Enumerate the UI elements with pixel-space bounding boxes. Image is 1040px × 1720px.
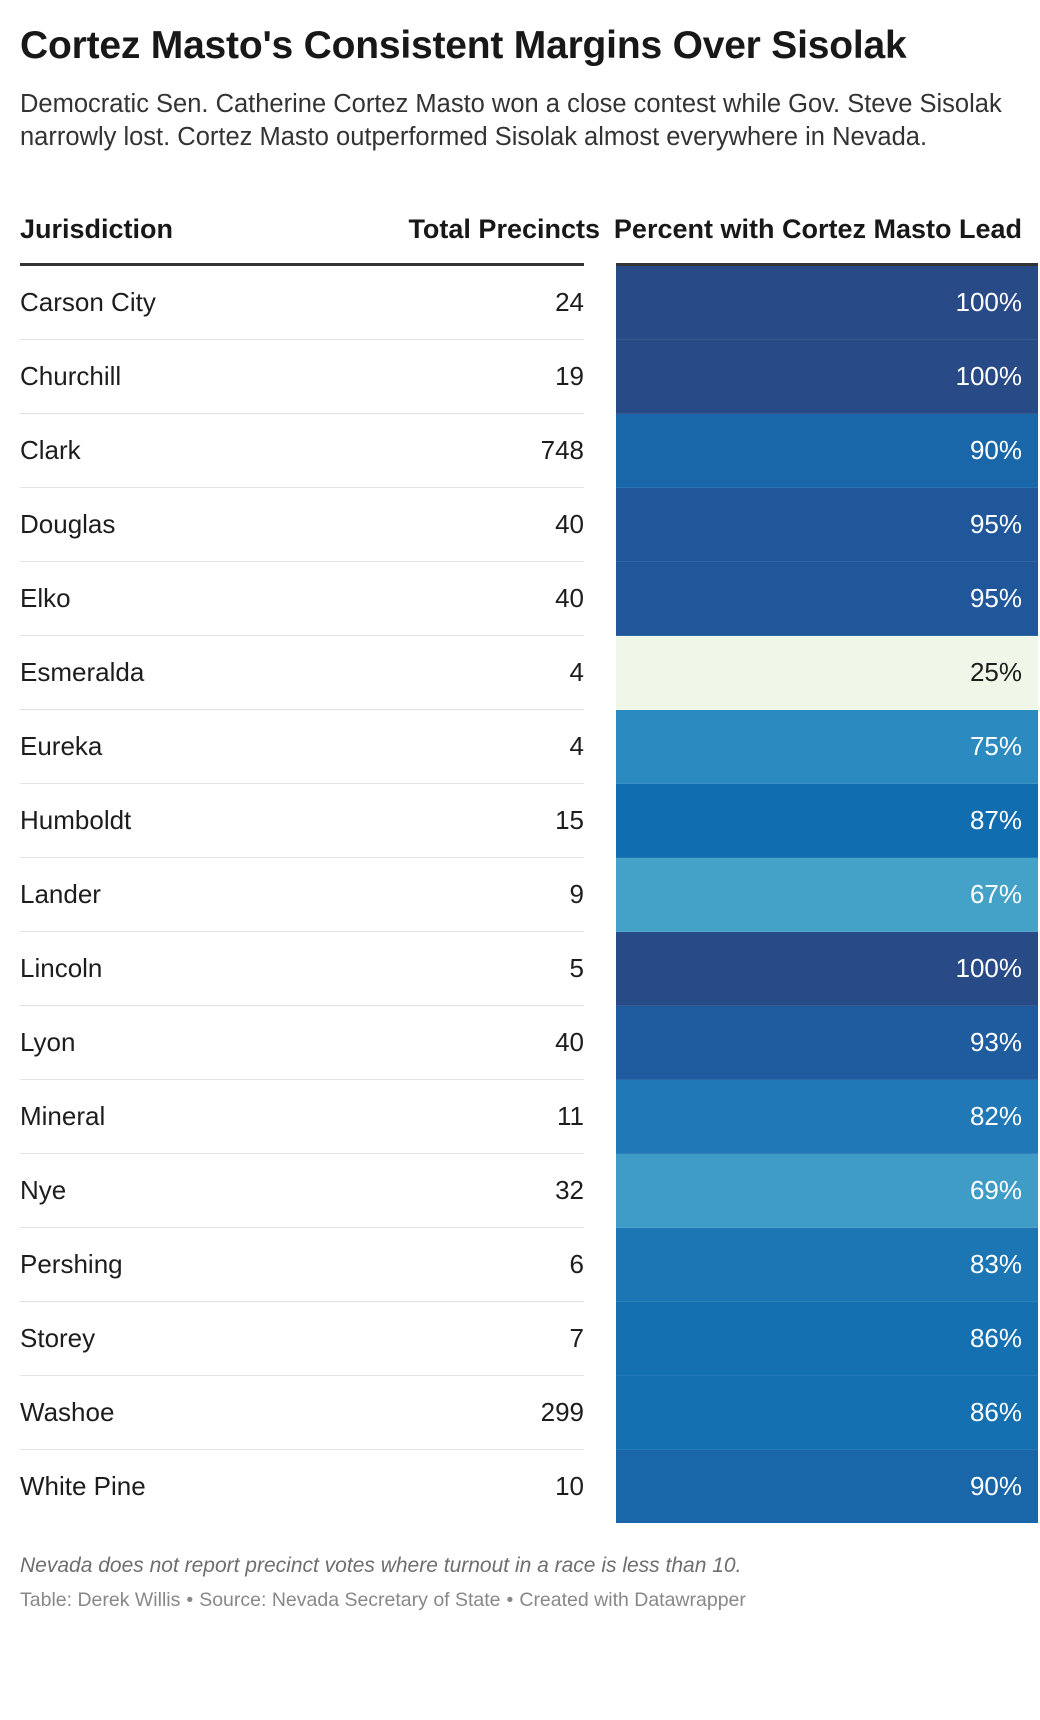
credit-source: Source: Nevada Secretary of State: [199, 1589, 501, 1611]
credit-separator: •: [186, 1589, 194, 1611]
cell-jurisdiction: Douglas: [20, 487, 320, 562]
table-body: Carson City 24 100% Churchill 19 100% Clark 748…: [20, 264, 1038, 1523]
cell-jurisdiction: Mineral: [20, 1079, 320, 1154]
credit-table-author: Table: Derek Willis: [20, 1589, 181, 1611]
cell-precincts: 40: [320, 1005, 600, 1080]
cell-jurisdiction: Elko: [20, 561, 320, 636]
cell-percent-heat: 82%: [584, 1079, 1038, 1154]
table-row: Eureka 4 75%: [20, 709, 1038, 784]
cell-percent-heat: 75%: [584, 709, 1038, 784]
header-row: Jurisdiction Total Precincts Percent wit…: [20, 212, 1038, 266]
credit-tool-link[interactable]: Created with Datawrapper: [519, 1589, 746, 1611]
chart-container: Cortez Masto's Consistent Margins Over S…: [20, 24, 1038, 1615]
cell-precincts: 9: [320, 857, 600, 932]
cell-percent-heat: 67%: [584, 857, 1038, 932]
cell-precincts: 19: [320, 339, 600, 414]
cell-jurisdiction: Clark: [20, 413, 320, 488]
cell-precincts: 6: [320, 1227, 600, 1302]
chart-subtitle: Democratic Sen. Catherine Cortez Masto w…: [20, 90, 1002, 151]
table-row: Washoe 299 86%: [20, 1375, 1038, 1450]
cell-jurisdiction: Lander: [20, 857, 320, 932]
cell-jurisdiction: Humboldt: [20, 783, 320, 858]
cell-precincts: 4: [320, 709, 600, 784]
cell-precincts: 4: [320, 635, 600, 710]
chart-title: Cortez Masto's Consistent Margins Over S…: [20, 24, 907, 67]
cell-jurisdiction: Washoe: [20, 1375, 320, 1450]
table-row: Humboldt 15 87%: [20, 783, 1038, 858]
table-row: Storey 7 86%: [20, 1301, 1038, 1376]
cell-percent-heat: 90%: [584, 1449, 1038, 1523]
cell-percent-heat: 86%: [584, 1375, 1038, 1450]
cell-percent-heat: 93%: [584, 1005, 1038, 1080]
table-row: White Pine 10 90%: [20, 1449, 1038, 1523]
cell-precincts: 10: [555, 1471, 584, 1501]
cell-jurisdiction: Pershing: [20, 1227, 320, 1302]
table-header: Jurisdiction Total Precincts Percent wit…: [20, 212, 1038, 266]
cell-percent-heat: 100%: [584, 339, 1038, 414]
cell-percent-heat: 100%: [584, 931, 1038, 1006]
cell-percent-heat: 87%: [584, 783, 1038, 858]
cell-percent-heat: 100%: [584, 264, 1038, 340]
cell-jurisdiction: Carson City: [20, 264, 320, 340]
cell-percent-heat: 69%: [584, 1153, 1038, 1228]
cell-precincts: 40: [320, 561, 600, 636]
cell-precincts: 32: [320, 1153, 600, 1228]
credit-separator: •: [506, 1589, 514, 1611]
cell-percent-heat: 86%: [584, 1301, 1038, 1376]
table-row: Esmeralda 4 25%: [20, 635, 1038, 710]
table-row: Lyon 40 93%: [20, 1005, 1038, 1080]
table-row: Elko 40 95%: [20, 561, 1038, 636]
cell-percent-heat: 90%: [584, 413, 1038, 488]
table-row: Carson City 24 100%: [20, 264, 1038, 340]
cell-jurisdiction: White Pine: [20, 1471, 146, 1501]
cell-percent-heat: 83%: [584, 1227, 1038, 1302]
cell-precincts: 15: [320, 783, 600, 858]
cell-precincts: 11: [320, 1079, 600, 1154]
chart-footer: Nevada does not report precinct votes wh…: [20, 1551, 1022, 1615]
data-table: Jurisdiction Total Precincts Percent wit…: [20, 212, 1038, 1523]
table-row: Clark 748 90%: [20, 413, 1038, 488]
table-row: Lander 9 67%: [20, 857, 1038, 932]
cell-jurisdiction: Lincoln: [20, 931, 320, 1006]
footnote: Nevada does not report precinct votes wh…: [20, 1554, 742, 1577]
table-row: Nye 32 69%: [20, 1153, 1038, 1228]
cell-jurisdiction: Lyon: [20, 1005, 320, 1080]
cell-precincts: 24: [320, 264, 600, 340]
column-header-jurisdiction[interactable]: Jurisdiction: [20, 212, 320, 266]
table-row: Pershing 6 83%: [20, 1227, 1038, 1302]
cell-jurisdiction: Storey: [20, 1301, 320, 1376]
table-row: Lincoln 5 100%: [20, 931, 1038, 1006]
table-row: Churchill 19 100%: [20, 339, 1038, 414]
cell-percent-heat: 95%: [584, 487, 1038, 562]
cell-percent-heat: 95%: [584, 561, 1038, 636]
cell-precincts: 40: [320, 487, 600, 562]
cell-percent-heat: 25%: [584, 635, 1038, 710]
column-header-precincts[interactable]: Total Precincts: [320, 212, 600, 266]
cell-precincts: 7: [320, 1301, 600, 1376]
cell-jurisdiction: Nye: [20, 1153, 320, 1228]
credit-line: Table: Derek Willis • Source: Nevada Secre…: [20, 1585, 1022, 1615]
cell-jurisdiction: Churchill: [20, 339, 320, 414]
table-row: Douglas 40 95%: [20, 487, 1038, 562]
cell-precincts: 299: [320, 1375, 600, 1450]
cell-jurisdiction: Eureka: [20, 709, 320, 784]
cell-jurisdiction: Esmeralda: [20, 635, 320, 710]
cell-precincts: 5: [320, 931, 600, 1006]
table-row: Mineral 11 82%: [20, 1079, 1038, 1154]
column-header-percent[interactable]: Percent with Cortez Masto Lead: [600, 212, 1038, 266]
cell-precincts: 748: [320, 413, 600, 488]
